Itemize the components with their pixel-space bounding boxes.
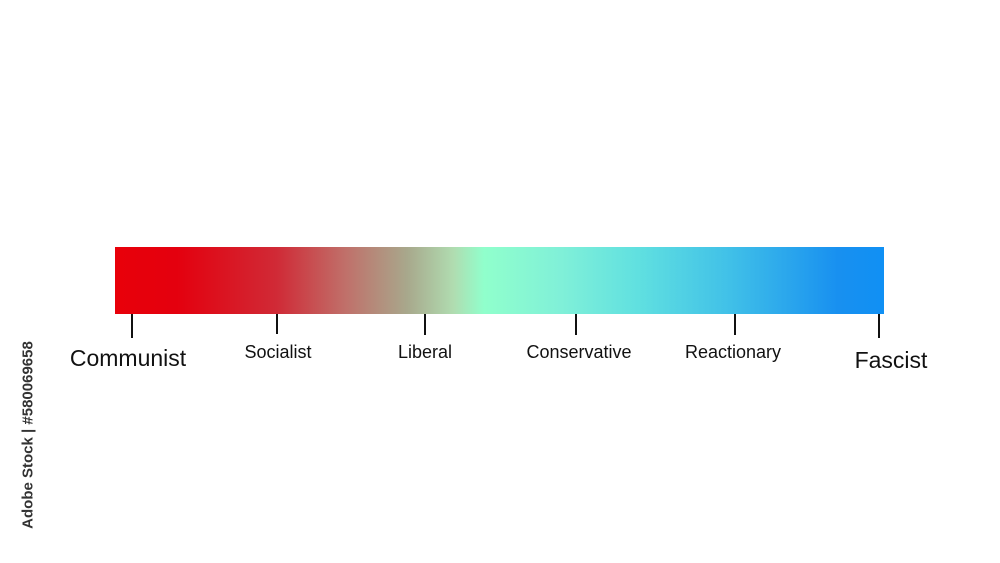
label-socialist: Socialist [244, 342, 312, 362]
tick-liberal [424, 314, 426, 335]
label-conservative: Conservative [526, 342, 632, 362]
tick-conservative [575, 314, 577, 335]
tick-socialist [276, 314, 278, 334]
political-spectrum-gradient-bar [115, 247, 884, 314]
tick-communist [131, 314, 133, 338]
label-communist: Communist [69, 345, 187, 371]
watermark-text: Adobe Stock | #580069658 [19, 341, 37, 529]
label-reactionary: Reactionary [684, 342, 782, 362]
label-fascist: Fascist [854, 347, 928, 373]
label-liberal: Liberal [397, 342, 453, 362]
tick-fascist [878, 314, 880, 338]
tick-reactionary [734, 314, 736, 335]
